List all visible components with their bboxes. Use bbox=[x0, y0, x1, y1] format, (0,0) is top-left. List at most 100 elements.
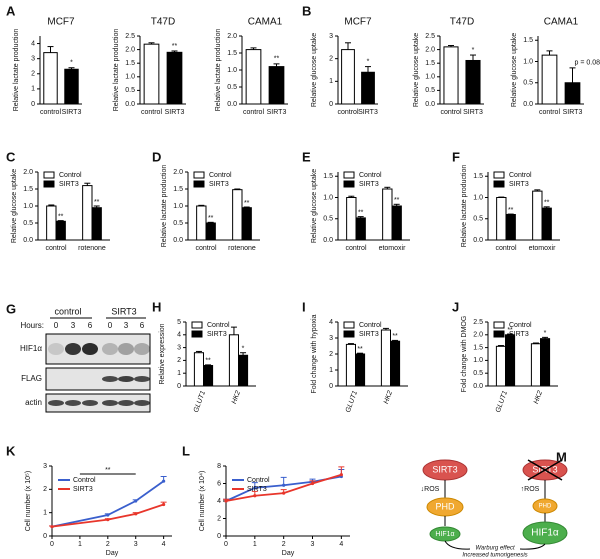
y-tick-label: 2 bbox=[177, 357, 181, 364]
bar bbox=[564, 82, 581, 105]
chart: L Cell number (x 10⁴) 0 2 4 6 8 0 1 2 3 4 Day Control… bbox=[182, 443, 350, 557]
node-label: HIF1α bbox=[435, 531, 454, 538]
y-tick-label: 0 bbox=[217, 533, 221, 540]
y-tick-label: 0 bbox=[43, 533, 47, 540]
bar bbox=[495, 345, 506, 387]
legend-label: Control bbox=[207, 322, 230, 329]
y-tick-label: 0.0 bbox=[23, 237, 33, 244]
hour-label: 3 bbox=[71, 321, 76, 330]
legend-label: SIRT3 bbox=[59, 181, 79, 188]
y-tick-label: 2.0 bbox=[173, 169, 183, 176]
x-tick-label: 2 bbox=[282, 541, 286, 548]
y-tick-label: 1.5 bbox=[523, 37, 533, 44]
y-tick-label: 1.5 bbox=[23, 186, 33, 193]
legend-swatch bbox=[343, 180, 355, 188]
y-tick-label: 0 bbox=[329, 383, 333, 390]
legend-label: Control bbox=[509, 172, 532, 179]
chart: H Relative expression 0 1 2 3 4 5 ** GLUT1 * HK2 Con… bbox=[152, 299, 256, 414]
bar bbox=[64, 68, 79, 105]
x-tick-label: rotenone bbox=[228, 245, 256, 252]
y-tick-label: 2.5 bbox=[425, 33, 435, 40]
x-tick-label: SIRT3 bbox=[463, 109, 483, 116]
annotation: ** bbox=[358, 209, 364, 216]
bar bbox=[532, 190, 543, 241]
annotation: ** bbox=[394, 197, 400, 204]
y-axis-title: Relative lactate production bbox=[215, 29, 222, 112]
chart: T47D Relative lactate production 0.0 0.5 1.0… bbox=[113, 17, 186, 116]
chart-title: CAMA1 bbox=[248, 17, 283, 28]
legend-label: SIRT3 bbox=[209, 181, 229, 188]
y-tick-label: 0.5 bbox=[125, 87, 135, 94]
legend-label: SIRT3 bbox=[359, 331, 379, 338]
annotation: ** bbox=[508, 207, 514, 214]
y-tick-label: 0.0 bbox=[323, 237, 333, 244]
annotation: * bbox=[70, 60, 73, 67]
y-tick-label: 0.5 bbox=[473, 370, 483, 377]
point bbox=[339, 473, 343, 477]
node-label: HIF1α bbox=[531, 528, 559, 539]
y-tick-label: 4 bbox=[217, 498, 221, 505]
y-tick-label: 1.5 bbox=[323, 173, 333, 180]
legend-label: SIRT3 bbox=[73, 486, 93, 493]
outcome: Increased tumorigenesis bbox=[462, 553, 527, 559]
y-tick-label: 1 bbox=[43, 510, 47, 517]
point bbox=[282, 491, 286, 495]
panel-letter: F bbox=[452, 149, 460, 164]
y-tick-label: 1.0 bbox=[125, 74, 135, 81]
y-tick-label: 0.5 bbox=[523, 80, 533, 87]
band bbox=[48, 343, 64, 355]
band bbox=[118, 376, 134, 382]
band bbox=[82, 343, 98, 355]
legend-swatch bbox=[43, 180, 55, 188]
y-tick-label: 2.5 bbox=[125, 33, 135, 40]
chart: A MCF7 Relative lactate production 0 1 2 3 4 con… bbox=[6, 3, 82, 116]
y-axis-title: Relative lactate production bbox=[461, 165, 468, 248]
y-tick-label: 0.5 bbox=[23, 220, 33, 227]
y-tick-label: 2.0 bbox=[227, 33, 237, 40]
y-tick-label: 0.0 bbox=[425, 101, 435, 108]
bar bbox=[505, 214, 516, 241]
y-tick-label: 1.0 bbox=[173, 203, 183, 210]
x-tick-label: 1 bbox=[78, 541, 82, 548]
annotation: ** bbox=[208, 215, 214, 222]
legend-label: SIRT3 bbox=[509, 181, 529, 188]
legend-label: Control bbox=[359, 172, 382, 179]
y-tick-label: 4 bbox=[31, 40, 35, 47]
x-tick-label: 3 bbox=[311, 541, 315, 548]
x-tick-label: 4 bbox=[162, 541, 166, 548]
panel-letter: I bbox=[302, 299, 306, 314]
legend-swatch bbox=[493, 321, 505, 329]
x-tick-label: control bbox=[40, 109, 61, 116]
y-tick-label: 2 bbox=[217, 515, 221, 522]
annotation: ** bbox=[357, 346, 363, 353]
legend-swatch bbox=[493, 330, 505, 338]
bar bbox=[268, 66, 285, 105]
bar bbox=[166, 51, 183, 105]
annotation: ** bbox=[274, 56, 280, 63]
chart-title: T47D bbox=[151, 17, 175, 28]
bar bbox=[443, 46, 459, 105]
y-tick-label: 4 bbox=[177, 332, 181, 339]
legend-label: SIRT3 bbox=[247, 486, 267, 493]
point bbox=[106, 513, 110, 517]
band bbox=[118, 343, 134, 355]
chart: CAMA1 Relative lactate production 0.0 0.5 1.… bbox=[215, 17, 288, 116]
y-axis-title: Relative lactate production bbox=[113, 29, 120, 112]
legend-swatch bbox=[493, 171, 505, 179]
point bbox=[106, 518, 110, 522]
panel-letter: K bbox=[6, 443, 16, 458]
panel-letter: D bbox=[152, 149, 161, 164]
legend-label: SIRT3 bbox=[509, 331, 529, 338]
y-tick-label: 2.0 bbox=[23, 169, 33, 176]
band bbox=[134, 376, 150, 382]
row-label: HIF1α bbox=[20, 344, 42, 353]
y-tick-label: 0 bbox=[329, 101, 333, 108]
x-tick-label: 2 bbox=[106, 541, 110, 548]
bar bbox=[341, 49, 355, 105]
hours-label: Hours: bbox=[20, 321, 44, 330]
y-tick-label: 1.0 bbox=[23, 203, 33, 210]
chart-title: MCF7 bbox=[47, 17, 75, 28]
bar bbox=[390, 340, 401, 387]
